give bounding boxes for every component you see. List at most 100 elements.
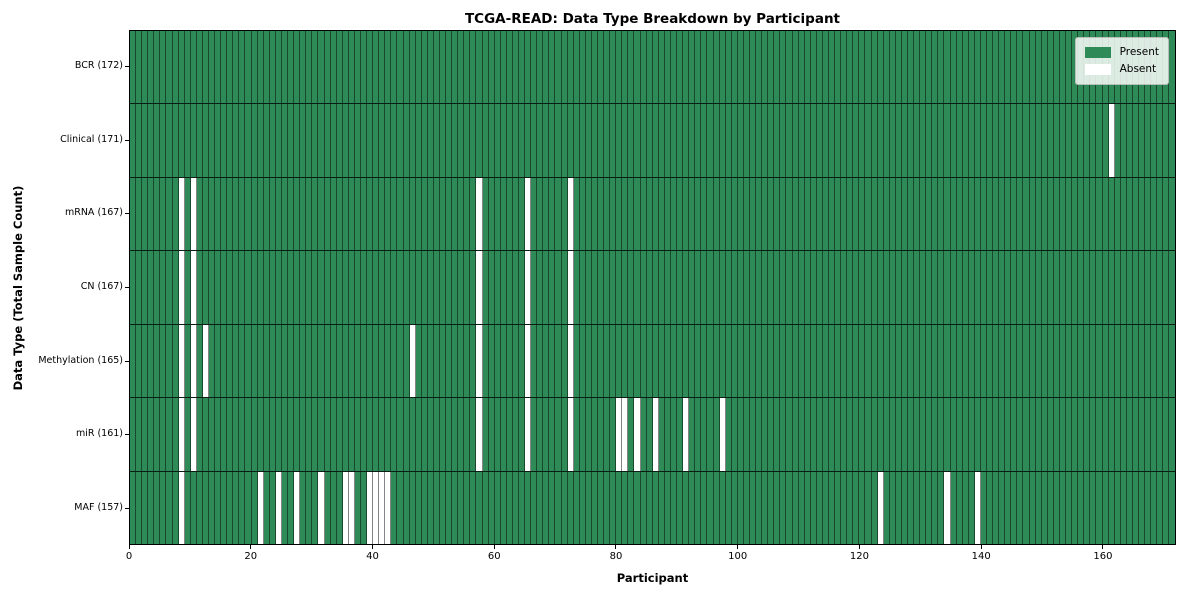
cell-present-mir-40 xyxy=(373,398,380,471)
cell-present-bcr-56 xyxy=(470,31,477,104)
cell-present-bcr-24 xyxy=(275,31,282,104)
cell-present-mrna-149 xyxy=(1035,177,1042,251)
cell-present-mrna-94 xyxy=(701,177,708,251)
cell-present-clinical-108 xyxy=(786,104,793,177)
cell-present-methylation-166 xyxy=(1138,324,1146,398)
cell-present-mrna-54 xyxy=(458,177,465,251)
cell-present-mrna-129 xyxy=(914,177,921,251)
cell-present-mir-70 xyxy=(555,398,562,471)
cell-present-methylation-158 xyxy=(1090,324,1097,398)
cell-present-cn-48 xyxy=(421,251,428,324)
cell-present-maf-114 xyxy=(822,471,829,544)
cell-present-bcr-144 xyxy=(1005,31,1012,104)
cell-present-cn-16 xyxy=(227,251,234,324)
cell-absent-cn-57 xyxy=(476,251,483,324)
cell-present-cn-157 xyxy=(1084,251,1091,324)
cell-present-cn-4 xyxy=(154,251,161,324)
cell-present-mir-116 xyxy=(835,398,842,471)
cell-present-maf-89 xyxy=(670,471,678,544)
x-tick-mark xyxy=(615,545,617,549)
cell-present-bcr-13 xyxy=(209,31,216,104)
cell-present-cn-67 xyxy=(537,251,544,324)
cell-present-cn-92 xyxy=(689,251,696,324)
cell-present-methylation-39 xyxy=(367,324,374,398)
cell-present-clinical-103 xyxy=(756,104,763,177)
cell-present-mir-111 xyxy=(804,398,811,471)
cell-present-mrna-53 xyxy=(452,177,459,251)
cell-present-mir-138 xyxy=(968,398,975,471)
cell-present-clinical-148 xyxy=(1029,104,1036,177)
cell-present-methylation-14 xyxy=(215,324,222,398)
cell-present-clinical-106 xyxy=(774,104,781,177)
cell-present-cn-129 xyxy=(914,251,921,324)
cell-present-mrna-115 xyxy=(828,177,836,251)
cell-present-maf-87 xyxy=(658,471,665,544)
cell-present-mrna-38 xyxy=(360,177,368,251)
cell-present-methylation-11 xyxy=(196,324,203,398)
cell-present-maf-98 xyxy=(725,471,732,544)
cell-present-mir-84 xyxy=(640,398,647,471)
cell-present-maf-132 xyxy=(932,471,939,544)
cell-present-mrna-82 xyxy=(628,177,635,251)
cell-present-mrna-148 xyxy=(1029,177,1036,251)
cell-present-bcr-89 xyxy=(670,31,678,104)
cell-present-mir-107 xyxy=(780,398,787,471)
cell-present-mir-171 xyxy=(1169,398,1175,471)
cell-present-bcr-90 xyxy=(677,31,684,104)
cell-present-methylation-89 xyxy=(670,324,678,398)
cell-present-bcr-87 xyxy=(658,31,665,104)
cell-present-mrna-106 xyxy=(774,177,781,251)
cell-present-maf-70 xyxy=(555,471,562,544)
cell-present-clinical-73 xyxy=(573,104,580,177)
cell-present-mir-162 xyxy=(1114,398,1121,471)
cell-present-cn-160 xyxy=(1102,251,1109,324)
cell-present-mrna-162 xyxy=(1114,177,1121,251)
cell-present-mrna-169 xyxy=(1157,177,1164,251)
cell-present-methylation-74 xyxy=(579,324,586,398)
cell-present-maf-84 xyxy=(640,471,647,544)
cell-present-methylation-110 xyxy=(798,324,805,398)
cell-present-bcr-19 xyxy=(245,31,252,104)
cell-absent-mrna-72 xyxy=(567,177,574,251)
legend: Present Absent xyxy=(1074,37,1169,85)
cell-present-mrna-50 xyxy=(433,177,440,251)
cell-present-bcr-78 xyxy=(604,31,611,104)
cell-present-mir-149 xyxy=(1035,398,1042,471)
cell-present-maf-95 xyxy=(707,471,714,544)
cell-present-bcr-142 xyxy=(993,31,1000,104)
cell-present-mrna-2 xyxy=(142,177,149,251)
cell-present-methylation-148 xyxy=(1029,324,1036,398)
cell-present-clinical-144 xyxy=(1005,104,1012,177)
cell-present-methylation-142 xyxy=(993,324,1000,398)
cell-present-cn-22 xyxy=(263,251,270,324)
legend-label-absent: Absent xyxy=(1119,63,1157,75)
cell-present-maf-93 xyxy=(695,471,702,544)
cell-present-clinical-46 xyxy=(409,104,416,177)
cell-present-maf-79 xyxy=(610,471,617,544)
cell-present-clinical-163 xyxy=(1120,104,1127,177)
cell-present-bcr-69 xyxy=(549,31,556,104)
cell-present-mrna-12 xyxy=(202,177,210,251)
cell-present-methylation-144 xyxy=(1005,324,1012,398)
cell-present-cn-59 xyxy=(488,251,495,324)
cell-present-cn-98 xyxy=(725,251,732,324)
cell-present-methylation-53 xyxy=(452,324,459,398)
cell-present-bcr-44 xyxy=(397,31,404,104)
cell-present-methylation-51 xyxy=(439,324,447,398)
cell-present-mrna-79 xyxy=(610,177,617,251)
cell-present-cn-66 xyxy=(531,251,538,324)
cell-absent-methylation-72 xyxy=(567,324,574,398)
cell-present-cn-110 xyxy=(798,251,805,324)
cell-present-clinical-121 xyxy=(865,104,872,177)
cell-present-maf-25 xyxy=(281,471,289,544)
cell-absent-mrna-10 xyxy=(190,177,197,251)
cell-present-mir-99 xyxy=(731,398,738,471)
cell-present-methylation-13 xyxy=(209,324,216,398)
cell-present-mrna-11 xyxy=(196,177,203,251)
cell-present-cn-19 xyxy=(245,251,252,324)
cell-present-methylation-70 xyxy=(555,324,562,398)
cell-present-maf-78 xyxy=(604,471,611,544)
cell-present-clinical-120 xyxy=(859,104,866,177)
cell-present-methylation-97 xyxy=(719,324,726,398)
cell-present-cn-50 xyxy=(433,251,440,324)
